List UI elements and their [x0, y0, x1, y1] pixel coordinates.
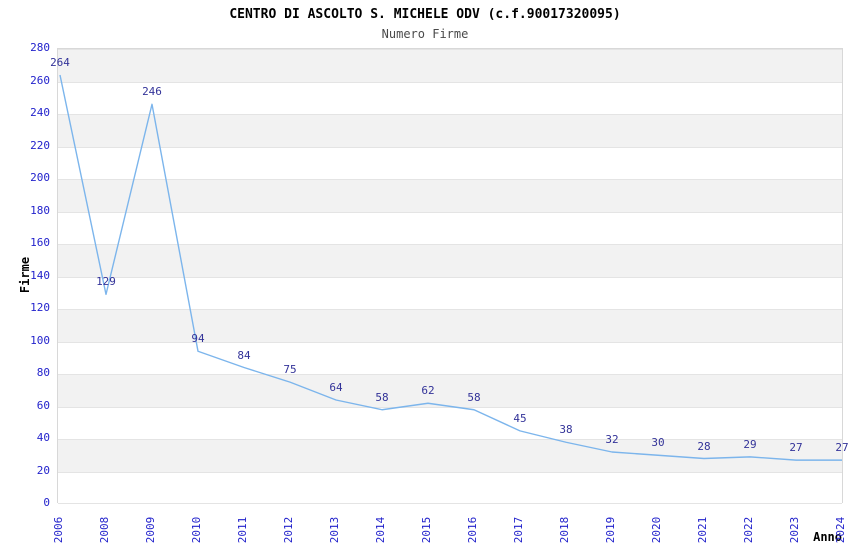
gridline [58, 503, 842, 504]
x-tick-label: 2010 [190, 516, 203, 544]
data-label: 64 [329, 381, 343, 394]
x-tick-label: 2018 [558, 516, 571, 544]
plot-band [58, 211, 842, 244]
plot-band [58, 374, 842, 407]
data-label: 246 [142, 85, 162, 99]
y-tick-label: 280 [30, 41, 50, 54]
y-tick-label: 120 [30, 301, 50, 314]
gridline [58, 439, 842, 440]
y-tick-label: 0 [43, 496, 50, 509]
x-tick-label: 2013 [328, 516, 341, 544]
x-tick-label: 2021 [696, 516, 709, 544]
x-tick-label: 2006 [52, 516, 65, 544]
y-tick-label: 160 [30, 236, 50, 249]
gridline [58, 342, 842, 343]
x-tick-label: 2024 [834, 516, 847, 544]
y-tick-label: 140 [30, 268, 50, 282]
data-label: 94 [191, 332, 205, 346]
x-tick-label: 2015 [420, 516, 433, 544]
plot-band [58, 146, 842, 179]
plot-band [58, 309, 842, 342]
gridline [58, 82, 842, 83]
data-label: 32 [605, 433, 619, 446]
gridline [58, 212, 842, 213]
data-label: 75 [283, 363, 297, 377]
x-tick-label: 2023 [788, 516, 801, 544]
gridline [58, 277, 842, 278]
chart-title: CENTRO DI ASCOLTO S. MICHELE ODV (c.f.90… [229, 7, 621, 22]
y-tick-label: 200 [30, 171, 50, 184]
gridline [58, 179, 842, 180]
plot-band [58, 439, 842, 472]
x-tick-label: 2011 [236, 516, 249, 544]
plot-band [58, 406, 842, 439]
data-label: 45 [513, 411, 527, 425]
y-tick-label: 240 [30, 106, 50, 119]
data-label: 27 [835, 441, 849, 455]
x-tick-label: 2012 [282, 516, 295, 544]
plot-band [58, 49, 842, 82]
data-label: 129 [96, 275, 116, 289]
x-tick-label: 2016 [466, 516, 479, 544]
x-axis-title: Anno [813, 530, 842, 544]
y-tick-label: 40 [36, 431, 50, 444]
y-tick-label: 80 [36, 366, 50, 379]
data-label: 28 [697, 439, 711, 453]
y-tick-label: 60 [36, 398, 50, 412]
data-label: 29 [743, 437, 757, 451]
gridline [58, 472, 842, 473]
data-label: 58 [467, 390, 481, 404]
series-line [59, 74, 842, 461]
data-label: 58 [375, 390, 389, 404]
x-tick-label: 2020 [650, 516, 663, 544]
y-tick-label: 260 [30, 73, 50, 87]
gridline [58, 114, 842, 115]
gridline [58, 244, 842, 245]
y-tick-label: 20 [36, 463, 50, 477]
y-tick-label: 220 [30, 138, 50, 152]
x-tick-label: 2022 [742, 516, 755, 544]
data-label: 264 [50, 56, 70, 69]
data-label: 62 [421, 384, 435, 398]
plot-band [58, 179, 842, 212]
data-label: 30 [651, 436, 665, 450]
data-label: 27 [789, 441, 803, 455]
gridline [58, 407, 842, 408]
x-tick-label: 2008 [98, 516, 111, 544]
plot-band [58, 471, 842, 504]
gridline [58, 147, 842, 148]
plot-area: 264 129 246 94 84 75 64 58 62 58 45 38 32 30 28 29 27 27 [50, 48, 849, 504]
gridline [58, 309, 842, 310]
plot-band [58, 244, 842, 277]
chart-subtitle: Numero Firme [381, 27, 469, 41]
plot-band [58, 81, 842, 114]
plot-band [58, 341, 842, 374]
x-tick-label: 2014 [374, 516, 387, 544]
y-tick-label: 180 [30, 203, 50, 217]
x-tick-label: 2009 [144, 516, 157, 544]
plot-band [58, 114, 842, 147]
x-tick-label: 2019 [604, 516, 617, 544]
gridline [58, 49, 842, 50]
x-tick-label: 2017 [512, 516, 525, 544]
gridline [58, 374, 842, 375]
data-label: 38 [559, 423, 573, 437]
data-label: 84 [237, 348, 251, 362]
y-tick-label: 100 [30, 333, 50, 347]
